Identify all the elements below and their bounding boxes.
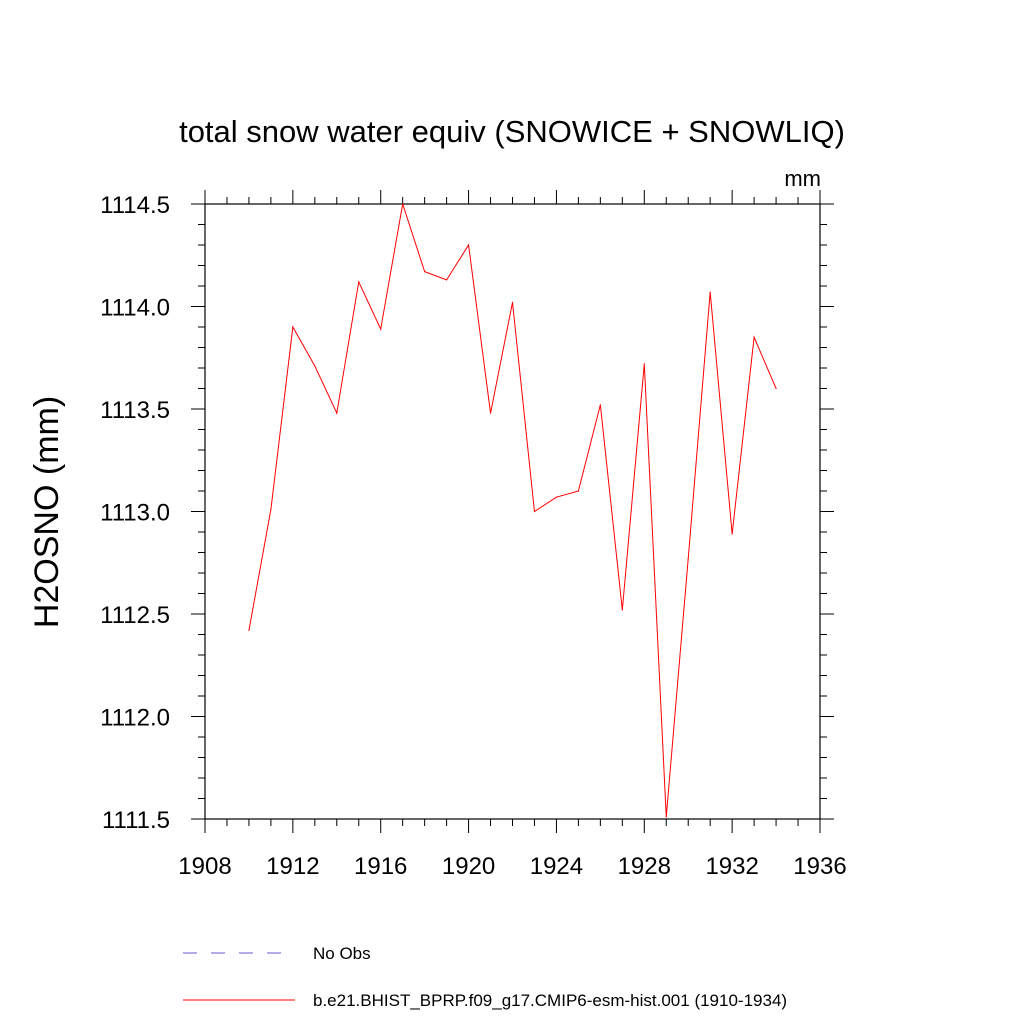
data-point (621, 609, 623, 611)
data-point (292, 326, 294, 328)
data-point (467, 244, 470, 246)
data-point (489, 412, 492, 414)
y-tick-label: 1113.0 (100, 500, 170, 527)
y-tick-label: 1112.5 (100, 602, 170, 629)
units-label: mm (784, 166, 821, 191)
data-point (577, 490, 579, 492)
data-point (687, 558, 689, 560)
legend: No Obs b.e21.BHIST_BPRP.f09_g17.CMIP6-esm… (183, 944, 787, 1010)
x-tick-label: 1928 (618, 853, 671, 880)
data-point (336, 412, 338, 414)
y-tick-label: 1114.0 (100, 295, 170, 322)
data-point (665, 816, 667, 818)
data-point (446, 279, 448, 281)
y-tick-label: 1111.5 (102, 807, 170, 834)
data-point (709, 291, 711, 293)
plot-frame (204, 203, 821, 820)
data-point (248, 629, 250, 632)
x-tick-label: 1908 (178, 853, 231, 880)
data-point (511, 301, 514, 303)
series-line (248, 203, 777, 817)
data-point (358, 281, 360, 283)
x-tick-label: 1936 (793, 853, 846, 880)
chart-title: total snow water equiv (SNOWICE + SNOWLI… (179, 114, 845, 149)
x-tick-label: 1932 (705, 853, 758, 880)
x-tick-label: 1924 (530, 853, 583, 880)
plot-area (248, 203, 777, 818)
data-point (753, 336, 755, 338)
data-point (424, 271, 426, 273)
x-tick-label: 1916 (354, 853, 407, 880)
data-point (380, 328, 382, 330)
x-tick-label: 1912 (266, 853, 319, 880)
y-axis-label: H2OSNO (mm) (28, 396, 66, 628)
legend-label: b.e21.BHIST_BPRP.f09_g17.CMIP6-esm-hist.… (313, 991, 787, 1010)
data-point (533, 510, 536, 513)
x-tick-label: 1920 (442, 853, 495, 880)
y-tick-label: 1113.5 (100, 397, 170, 424)
data-point (599, 404, 601, 406)
legend-label: No Obs (313, 944, 371, 963)
data-point (643, 363, 645, 365)
data-point (314, 365, 316, 367)
y-tick-label: 1114.5 (100, 192, 170, 219)
axes: 1908 1912 1916 1920 1924 1928 1932 1936 1111.5 11… (100, 190, 847, 880)
data-point (731, 533, 733, 535)
data-point (270, 508, 272, 511)
data-point (775, 387, 777, 390)
data-point (555, 496, 558, 498)
y-tick-label: 1112.0 (100, 705, 170, 732)
data-point (402, 203, 404, 205)
